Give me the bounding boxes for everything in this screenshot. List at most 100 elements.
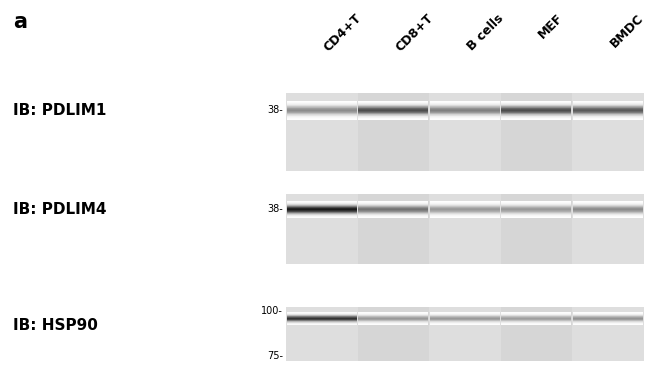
Bar xyxy=(430,315,500,316)
Bar xyxy=(501,319,571,320)
Bar xyxy=(358,209,428,210)
Bar xyxy=(430,208,500,209)
Bar xyxy=(501,105,571,106)
Bar xyxy=(501,319,571,320)
Bar xyxy=(501,314,571,315)
Bar xyxy=(501,213,571,214)
Bar xyxy=(501,111,571,112)
Bar xyxy=(287,115,357,116)
Bar xyxy=(501,107,571,108)
Bar xyxy=(573,110,643,111)
Bar xyxy=(500,93,572,171)
Bar xyxy=(430,109,500,110)
Bar xyxy=(573,103,643,104)
Bar xyxy=(286,307,358,361)
Bar xyxy=(430,101,500,102)
Bar xyxy=(573,204,643,205)
Bar xyxy=(287,209,357,210)
Bar xyxy=(573,119,643,120)
Bar xyxy=(358,316,428,317)
Bar xyxy=(287,105,357,106)
Bar xyxy=(358,216,428,217)
Bar xyxy=(430,204,500,205)
Bar xyxy=(358,319,428,320)
Bar xyxy=(573,207,643,208)
Bar xyxy=(430,104,500,105)
Bar xyxy=(358,314,428,315)
Bar xyxy=(501,101,571,102)
Bar xyxy=(430,206,500,207)
Text: IB: HSP90: IB: HSP90 xyxy=(13,318,98,333)
Bar xyxy=(573,204,643,205)
Bar xyxy=(430,110,500,111)
Bar xyxy=(358,321,428,322)
Bar xyxy=(358,213,428,214)
Bar xyxy=(430,318,500,319)
Bar xyxy=(501,119,571,120)
Bar xyxy=(287,214,357,215)
Bar xyxy=(573,209,643,210)
Bar xyxy=(573,117,643,118)
Bar xyxy=(287,103,357,104)
Bar xyxy=(501,115,571,116)
Bar xyxy=(501,315,571,316)
Bar xyxy=(501,216,571,217)
Bar xyxy=(573,109,643,110)
Bar xyxy=(430,317,500,318)
Bar xyxy=(573,105,643,106)
Bar xyxy=(501,321,571,322)
Bar xyxy=(573,117,643,118)
Bar xyxy=(573,208,643,209)
Bar xyxy=(430,215,500,216)
Bar xyxy=(573,209,643,210)
Bar xyxy=(501,318,571,319)
Bar xyxy=(287,315,357,316)
Bar xyxy=(573,323,643,324)
Bar xyxy=(358,322,428,323)
Bar xyxy=(501,205,571,206)
Bar xyxy=(430,203,500,204)
Bar xyxy=(430,312,500,313)
Bar xyxy=(573,115,643,116)
Bar xyxy=(501,103,571,104)
Bar xyxy=(573,318,643,319)
Bar xyxy=(430,115,500,116)
Bar xyxy=(430,103,500,104)
Bar xyxy=(500,307,572,361)
Bar xyxy=(358,108,428,109)
Bar xyxy=(573,216,643,217)
Bar xyxy=(430,117,500,118)
Bar xyxy=(358,112,428,113)
Bar xyxy=(573,312,643,313)
Bar xyxy=(501,322,571,323)
Bar xyxy=(358,209,428,210)
Bar xyxy=(287,207,357,208)
Bar xyxy=(430,205,500,206)
Bar xyxy=(501,105,571,106)
Bar xyxy=(573,319,643,320)
Bar xyxy=(501,209,571,210)
Bar xyxy=(430,119,500,120)
Bar xyxy=(501,314,571,315)
Bar xyxy=(358,211,428,212)
Bar xyxy=(358,100,428,101)
Bar xyxy=(501,206,571,207)
Bar xyxy=(358,201,428,202)
Bar xyxy=(573,116,643,117)
Bar xyxy=(573,116,643,117)
Bar xyxy=(430,211,500,212)
Bar xyxy=(501,114,571,115)
Bar xyxy=(287,116,357,117)
Bar xyxy=(358,116,428,117)
Bar xyxy=(287,317,357,318)
Bar xyxy=(287,314,357,315)
Bar xyxy=(573,324,643,325)
Bar xyxy=(430,102,500,103)
Bar xyxy=(430,212,500,213)
Bar xyxy=(430,202,500,203)
Bar xyxy=(358,117,428,118)
Bar xyxy=(287,217,357,218)
Bar xyxy=(572,93,644,171)
Bar xyxy=(358,93,429,171)
Bar xyxy=(501,118,571,119)
